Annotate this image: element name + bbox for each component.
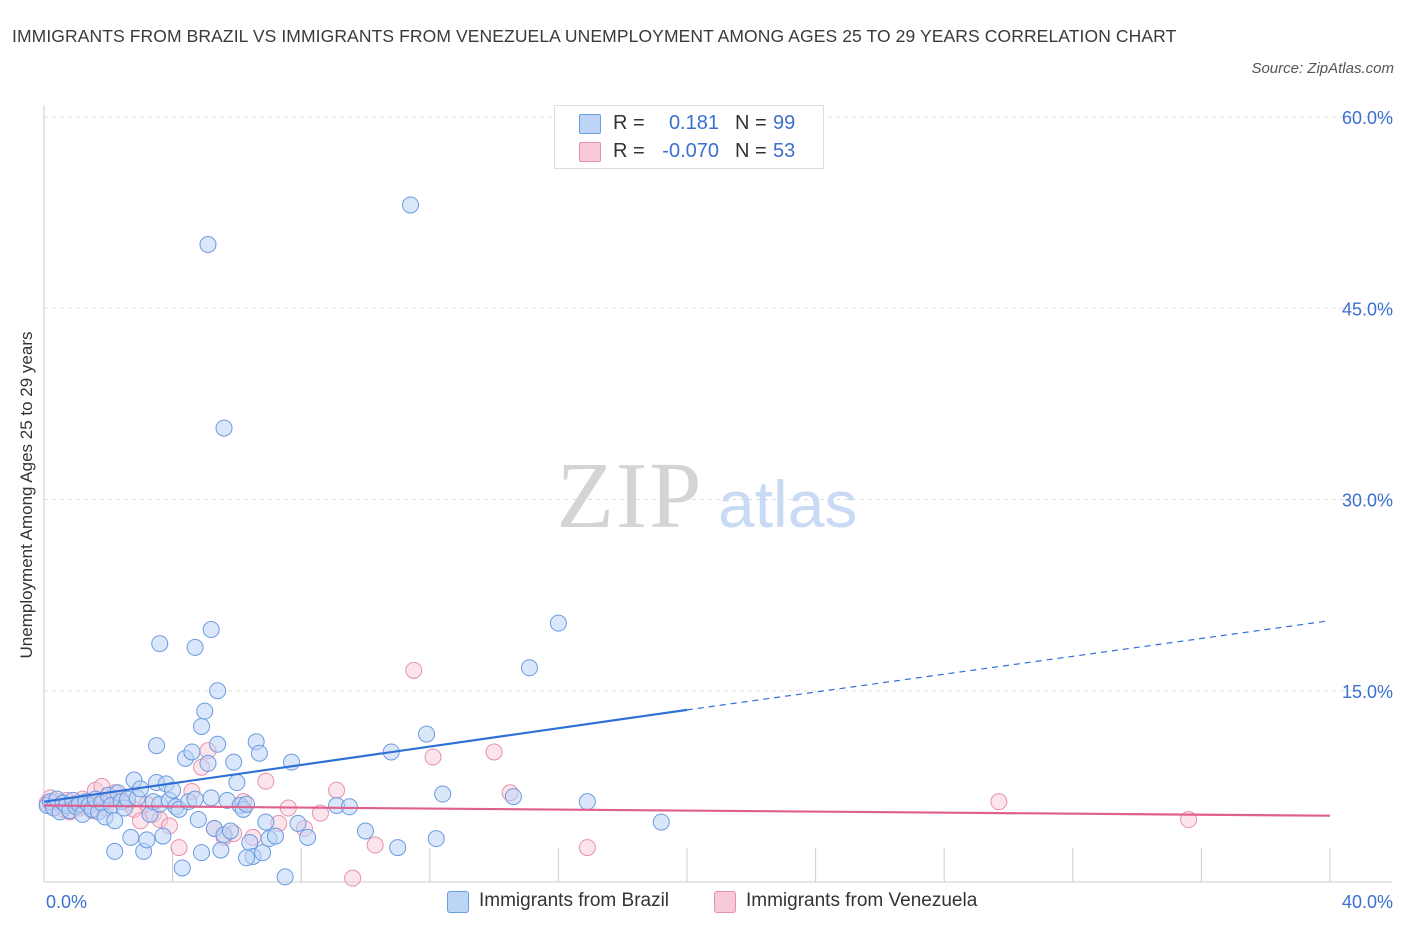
chart-title: IMMIGRANTS FROM BRAZIL VS IMMIGRANTS FRO… xyxy=(12,26,1177,46)
brazil-point xyxy=(199,754,217,772)
brazil-point xyxy=(221,822,239,840)
brazil-point xyxy=(186,638,204,656)
brazil-point xyxy=(504,788,522,806)
brazil-point xyxy=(186,790,204,808)
x-tick-labels: 0.0% 40.0% xyxy=(46,892,1393,912)
brazil-point xyxy=(241,833,259,851)
grid-lines xyxy=(44,116,1392,692)
venezuela-point xyxy=(366,836,384,854)
y-tick-labels: 15.0% 30.0% 45.0% 60.0% xyxy=(1342,108,1393,702)
brazil-point xyxy=(652,813,670,831)
brazil-point xyxy=(427,830,445,848)
y-tick-label: 60.0% xyxy=(1342,108,1393,128)
brazil-point xyxy=(193,844,211,862)
brazil-point xyxy=(189,811,207,829)
venezuela-point xyxy=(578,839,596,857)
brazil-point xyxy=(106,842,124,860)
venezuela-point xyxy=(170,839,188,857)
venezuela-r-value: -0.070 xyxy=(662,140,719,162)
brazil-point xyxy=(215,419,233,437)
source-credit: Source: ZipAtlas.com xyxy=(1251,60,1394,77)
brazil-trend-line xyxy=(43,708,688,803)
correlation-legend: R = 0.181 N = 99 R = -0.070 N = 53 xyxy=(554,105,824,169)
n-label: N = xyxy=(735,140,767,162)
venezuela-point xyxy=(344,869,362,887)
brazil-point xyxy=(183,743,201,761)
brazil-point xyxy=(225,753,243,771)
brazil-point xyxy=(106,812,124,830)
brazil-point xyxy=(549,614,567,632)
brazil-point xyxy=(209,682,227,700)
brazil-point xyxy=(357,822,374,840)
brazil-point xyxy=(148,737,166,755)
y-tick-label: 15.0% xyxy=(1342,682,1393,702)
brazil-point xyxy=(173,859,191,877)
brazil-legend-label: Immigrants from Brazil xyxy=(479,890,670,911)
venezuela-trend-line xyxy=(43,804,1331,817)
brazil-point xyxy=(434,785,452,803)
x-tick-label: 0.0% xyxy=(46,892,87,912)
axes xyxy=(43,105,1392,883)
venezuela-swatch xyxy=(579,142,601,162)
brazil-point xyxy=(340,798,358,816)
brazil-point xyxy=(276,868,294,886)
venezuela-legend-swatch xyxy=(714,891,736,913)
brazil-legend-swatch xyxy=(447,891,469,913)
n-label: N = xyxy=(735,112,767,134)
brazil-point xyxy=(212,841,230,859)
series-legend: Immigrants from Brazil Immigrants from V… xyxy=(0,888,1406,918)
brazil-point xyxy=(209,735,227,753)
watermark-zip: ZIP xyxy=(557,444,704,548)
brazil-point xyxy=(164,781,182,799)
brazil-point xyxy=(402,196,420,214)
brazil-point xyxy=(520,659,538,677)
venezuela-point xyxy=(405,661,423,679)
venezuela-point xyxy=(424,748,442,766)
brazil-point xyxy=(138,831,156,849)
brazil-point xyxy=(151,635,169,653)
venezuela-point xyxy=(311,804,329,822)
brazil-point xyxy=(250,744,268,762)
venezuela-point xyxy=(257,772,275,790)
brazil-point xyxy=(196,702,214,720)
brazil-point xyxy=(199,236,217,253)
y-tick-label: 30.0% xyxy=(1342,491,1393,511)
brazil-point xyxy=(418,725,436,743)
y-axis-label: Unemployment Among Ages 25 to 29 years xyxy=(17,332,36,659)
venezuela-n-value: 53 xyxy=(773,140,796,162)
brazil-n-value: 99 xyxy=(773,112,796,134)
brazil-point xyxy=(202,621,220,639)
brazil-point xyxy=(122,828,140,846)
y-tick-label: 45.0% xyxy=(1342,299,1393,319)
venezuela-point xyxy=(328,781,346,799)
brazil-point xyxy=(257,813,275,831)
trend-lines xyxy=(43,620,1331,817)
x-tick-label: 40.0% xyxy=(1342,892,1393,912)
brazil-r-value: 0.181 xyxy=(668,112,719,134)
brazil-point xyxy=(289,814,307,832)
brazil-point xyxy=(202,789,220,807)
venezuela-point xyxy=(990,793,1008,811)
watermark-atlas: atlas xyxy=(718,467,857,541)
brazil-point xyxy=(578,793,596,811)
brazil-point xyxy=(154,827,172,845)
brazil-point xyxy=(389,839,407,857)
watermark: ZIP atlas xyxy=(557,444,858,548)
brazil-point xyxy=(299,828,317,846)
brazil-trend-extension xyxy=(686,620,1331,711)
r-label: R = xyxy=(613,112,645,134)
brazil-swatch xyxy=(579,114,601,134)
r-label: R = xyxy=(613,140,645,162)
brazil-point xyxy=(238,849,256,867)
venezuela-legend-label: Immigrants from Venezuela xyxy=(746,890,978,911)
brazil-point xyxy=(238,795,256,813)
brazil-point xyxy=(193,717,211,735)
brazil-point xyxy=(254,844,272,862)
venezuela-point xyxy=(485,743,503,761)
brazil-point xyxy=(228,774,246,792)
brazil-series xyxy=(38,196,670,886)
brazil-point xyxy=(266,827,284,845)
